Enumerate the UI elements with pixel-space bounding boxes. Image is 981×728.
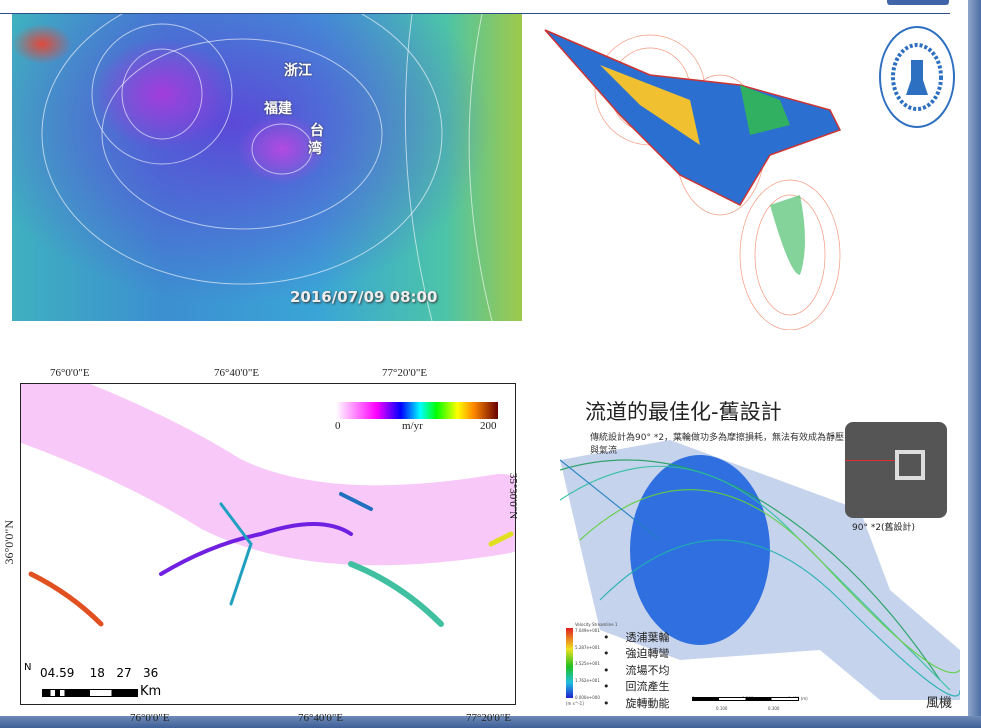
- region-label: 浙江: [284, 63, 312, 79]
- inset-label: 90° *2(舊設計): [852, 523, 916, 533]
- map-timestamp: 2016/07/09 08:00: [290, 288, 438, 306]
- longitude-tick: 77°20'0"E: [382, 367, 428, 379]
- region-label: 台: [310, 123, 324, 139]
- longitude-tick: 76°0'0"E: [50, 367, 90, 379]
- region-label: 湾: [308, 141, 322, 157]
- colorbar-min: 0: [335, 420, 341, 432]
- list-item: 透浦葉輪: [603, 630, 670, 646]
- colorbar-unit: m/yr: [402, 420, 423, 432]
- slide-title: 流道的最佳化-舊設計: [585, 400, 782, 424]
- longitude-tick: 77°20'0"E: [466, 712, 512, 724]
- old-design-inset-image: [845, 422, 947, 518]
- list-item: 流場不均: [603, 663, 670, 679]
- aircraft-cfd-image: [544, 29, 842, 330]
- header-divider: [0, 13, 950, 14]
- scale-labels: 04.59 18 27 36: [40, 666, 159, 680]
- list-item: 回流產生: [603, 679, 670, 695]
- legend-unit: [m s^-1]: [566, 701, 584, 706]
- issue-list: 透浦葉輪 強迫轉彎 流場不均 回流產生 旋轉動能: [603, 630, 670, 712]
- glacier-velocity-field: [21, 384, 515, 627]
- region-label: 福建: [264, 101, 292, 117]
- slide-bottom-border: [0, 716, 981, 728]
- slide-subtitle: 傳統設計為90° *2，葉輪做功多為摩擦損耗，無法有效成為靜壓與氣流: [590, 433, 845, 456]
- slide-right-border: [968, 0, 981, 728]
- velocity-colorbar: [336, 402, 498, 419]
- header-tab: [887, 0, 949, 5]
- corner-text: 風機: [926, 696, 953, 711]
- list-item: 強迫轉彎: [603, 646, 670, 662]
- scale-label: 0.300: [768, 706, 780, 711]
- latitude-tick: 35°30'0"N: [507, 472, 520, 520]
- legend-value: 0.000e+000: [575, 695, 600, 700]
- legend-value: 7.049e+001: [575, 628, 600, 633]
- wind-streamlines: [41, 14, 493, 321]
- weather-wind-map: 浙江 福建 台 湾 2016/07/09 08:00: [12, 14, 522, 321]
- glacier-velocity-map: [20, 383, 516, 705]
- longitude-tick: 76°0'0"E: [130, 712, 170, 724]
- north-arrow-icon: N: [24, 662, 32, 673]
- legend-value: 1.762e+001: [575, 678, 600, 683]
- colorbar-max: 200: [480, 420, 497, 432]
- cfd-scale-bar: [692, 697, 799, 701]
- legend-value: 3.525e+001: [575, 661, 600, 666]
- legend-title: Velocity Streamline 1: [575, 622, 618, 627]
- scale-unit: Km: [140, 684, 162, 699]
- velocity-legend: [566, 628, 573, 698]
- longitude-tick: 76°40'0"E: [214, 367, 260, 379]
- scale-label: 0.100: [716, 706, 728, 711]
- university-logo: [879, 26, 955, 128]
- latitude-tick: 36°0'0"N: [1, 520, 17, 565]
- list-item: 旋轉動能: [603, 696, 670, 712]
- legend-value: 5.287e+001: [575, 645, 600, 650]
- scale-bar: [42, 689, 138, 697]
- longitude-tick: 76°40'0"E: [298, 712, 344, 724]
